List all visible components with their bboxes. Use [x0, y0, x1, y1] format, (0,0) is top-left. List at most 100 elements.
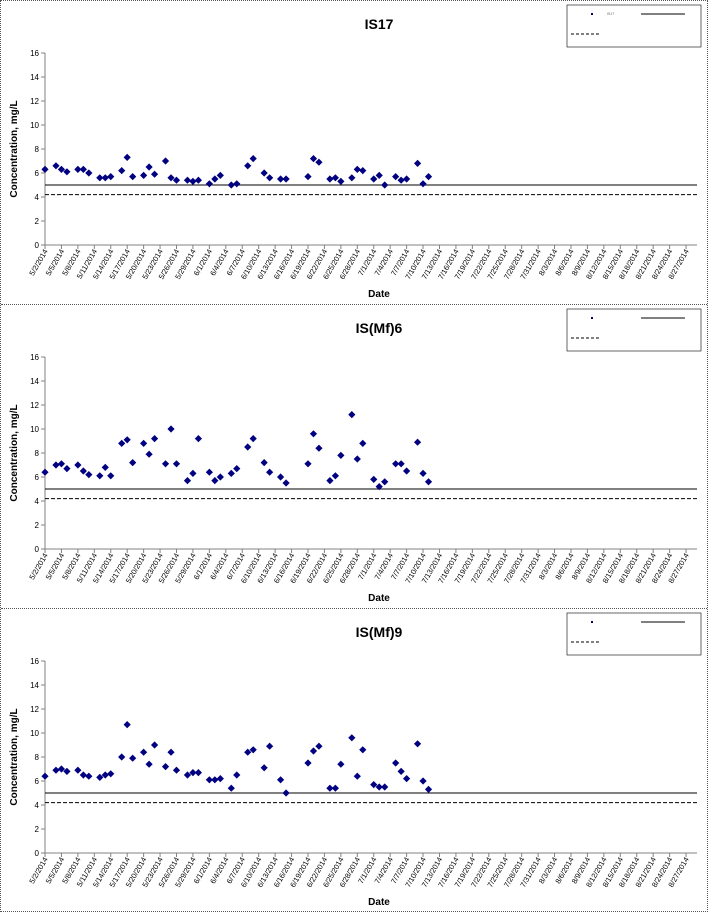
- legend-marker: [591, 13, 593, 15]
- data-point: [172, 176, 181, 184]
- legend-marker: [591, 317, 593, 319]
- data-point: [172, 460, 181, 468]
- data-point: [140, 748, 148, 756]
- data-point: [337, 760, 345, 768]
- data-point: [167, 748, 175, 756]
- data-point: [216, 473, 224, 481]
- y-tick-label: 4: [35, 193, 40, 202]
- data-point: [129, 754, 137, 762]
- legend-label-series: IS17: [607, 12, 614, 16]
- legend: [566, 612, 702, 656]
- data-point: [359, 167, 367, 175]
- data-point: [85, 471, 93, 479]
- data-point: [57, 165, 66, 173]
- y-tick-label: 14: [30, 73, 39, 82]
- y-tick-label: 6: [35, 169, 40, 178]
- panel-divider: [1, 304, 707, 305]
- data-point: [337, 177, 345, 185]
- data-point: [74, 165, 82, 173]
- data-point: [150, 741, 159, 749]
- data-point: [276, 175, 285, 183]
- data-point: [41, 468, 49, 476]
- data-point: [96, 174, 104, 182]
- data-point: [233, 180, 241, 188]
- data-point: [315, 158, 323, 166]
- y-tick-label: 6: [35, 473, 40, 482]
- data-point: [397, 767, 405, 775]
- y-tick-label: 0: [35, 545, 40, 554]
- data-point: [227, 784, 235, 792]
- data-point: [161, 763, 170, 771]
- data-point: [326, 477, 334, 485]
- y-axis-title: Concentration, mg/L: [9, 708, 20, 805]
- data-point: [304, 460, 312, 468]
- data-point: [276, 776, 285, 784]
- data-point: [161, 460, 170, 468]
- data-point: [183, 176, 192, 184]
- y-tick-label: 6: [35, 777, 40, 786]
- y-tick-label: 10: [30, 425, 39, 434]
- data-point: [392, 173, 400, 181]
- y-tick-label: 12: [30, 401, 39, 410]
- data-point: [419, 469, 427, 477]
- data-point: [337, 451, 345, 459]
- chart-is-mf-6: IS(Mf)602468101214165/2/20145/5/20145/8/…: [9, 308, 702, 604]
- y-tick-label: 8: [35, 145, 40, 154]
- y-tick-label: 10: [30, 121, 39, 130]
- data-point: [118, 167, 126, 175]
- data-point: [205, 180, 213, 188]
- data-point: [370, 475, 378, 483]
- data-point: [107, 770, 115, 778]
- legend-box: [566, 308, 702, 352]
- data-point: [403, 467, 411, 475]
- data-point: [227, 181, 235, 189]
- data-point: [282, 175, 290, 183]
- chart-is17: IS17IS1702468101214165/2/20145/5/20145/8…: [9, 4, 702, 300]
- data-point: [140, 439, 148, 447]
- data-point: [57, 460, 66, 468]
- data-point: [353, 455, 361, 463]
- data-point: [227, 469, 235, 477]
- data-point: [150, 435, 159, 443]
- data-point: [266, 742, 274, 750]
- data-point: [244, 748, 252, 756]
- data-point: [282, 789, 290, 797]
- data-point: [205, 776, 213, 784]
- data-point: [123, 721, 131, 729]
- chart-title: IS17: [365, 16, 394, 32]
- data-point: [145, 163, 153, 171]
- data-point: [74, 766, 82, 774]
- data-point: [392, 759, 400, 767]
- data-point: [57, 765, 66, 773]
- data-point: [359, 439, 367, 447]
- data-point: [189, 177, 197, 185]
- y-tick-label: 2: [35, 521, 40, 530]
- legend-box: [566, 612, 702, 656]
- data-point: [309, 155, 318, 163]
- data-point: [315, 742, 323, 750]
- data-point: [266, 174, 274, 182]
- y-axis-title: Concentration, mg/L: [9, 100, 20, 197]
- data-point: [41, 165, 49, 173]
- y-tick-label: 4: [35, 497, 40, 506]
- data-point: [52, 461, 60, 469]
- y-tick-label: 12: [30, 705, 39, 714]
- chart-title: IS(Mf)6: [356, 320, 403, 336]
- data-point: [260, 459, 268, 467]
- data-point: [413, 438, 422, 446]
- legend-marker: [591, 621, 593, 623]
- data-point: [74, 461, 82, 469]
- data-point: [85, 169, 93, 177]
- y-tick-label: 16: [30, 353, 39, 362]
- data-point: [205, 468, 213, 476]
- data-point: [79, 467, 87, 475]
- chart-is-mf-9: IS(Mf)902468101214165/2/20145/5/20145/8/…: [9, 612, 702, 908]
- data-point: [413, 159, 422, 167]
- data-point: [266, 468, 274, 476]
- data-point: [375, 783, 383, 791]
- data-point: [403, 775, 411, 783]
- data-point: [381, 783, 389, 791]
- data-point: [150, 170, 159, 178]
- data-point: [183, 477, 192, 485]
- data-point: [375, 171, 383, 179]
